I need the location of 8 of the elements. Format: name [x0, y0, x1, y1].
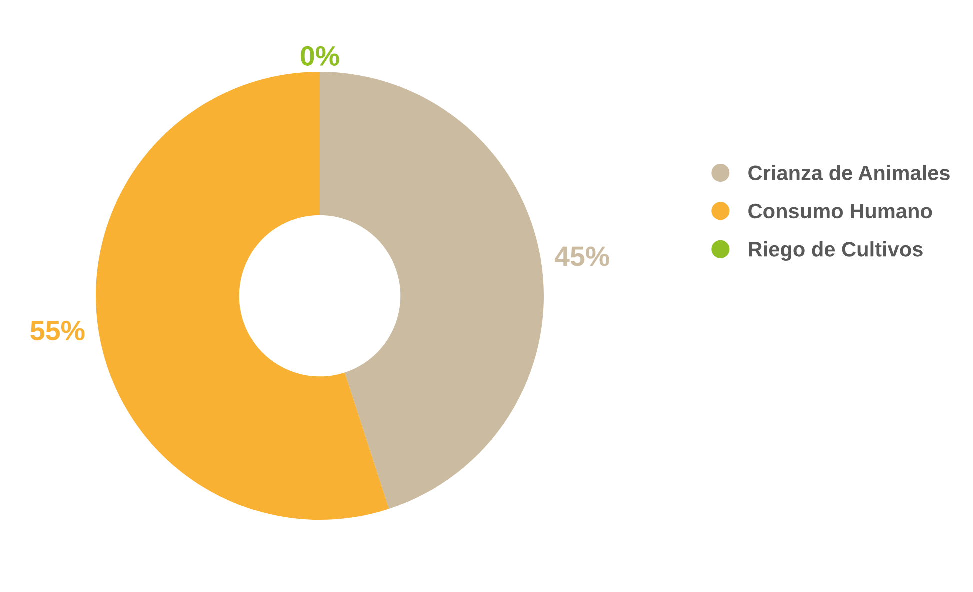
legend-label: Crianza de Animales [748, 165, 950, 180]
donut-slice [320, 72, 544, 510]
data-label: 45% [554, 246, 610, 266]
legend-label: Riego de Cultivos [749, 242, 923, 262]
donut-slice [96, 72, 390, 520]
text: 0% [301, 46, 340, 66]
legend-label: Consumo Humano [748, 204, 932, 219]
data-label: 55% [30, 321, 85, 341]
